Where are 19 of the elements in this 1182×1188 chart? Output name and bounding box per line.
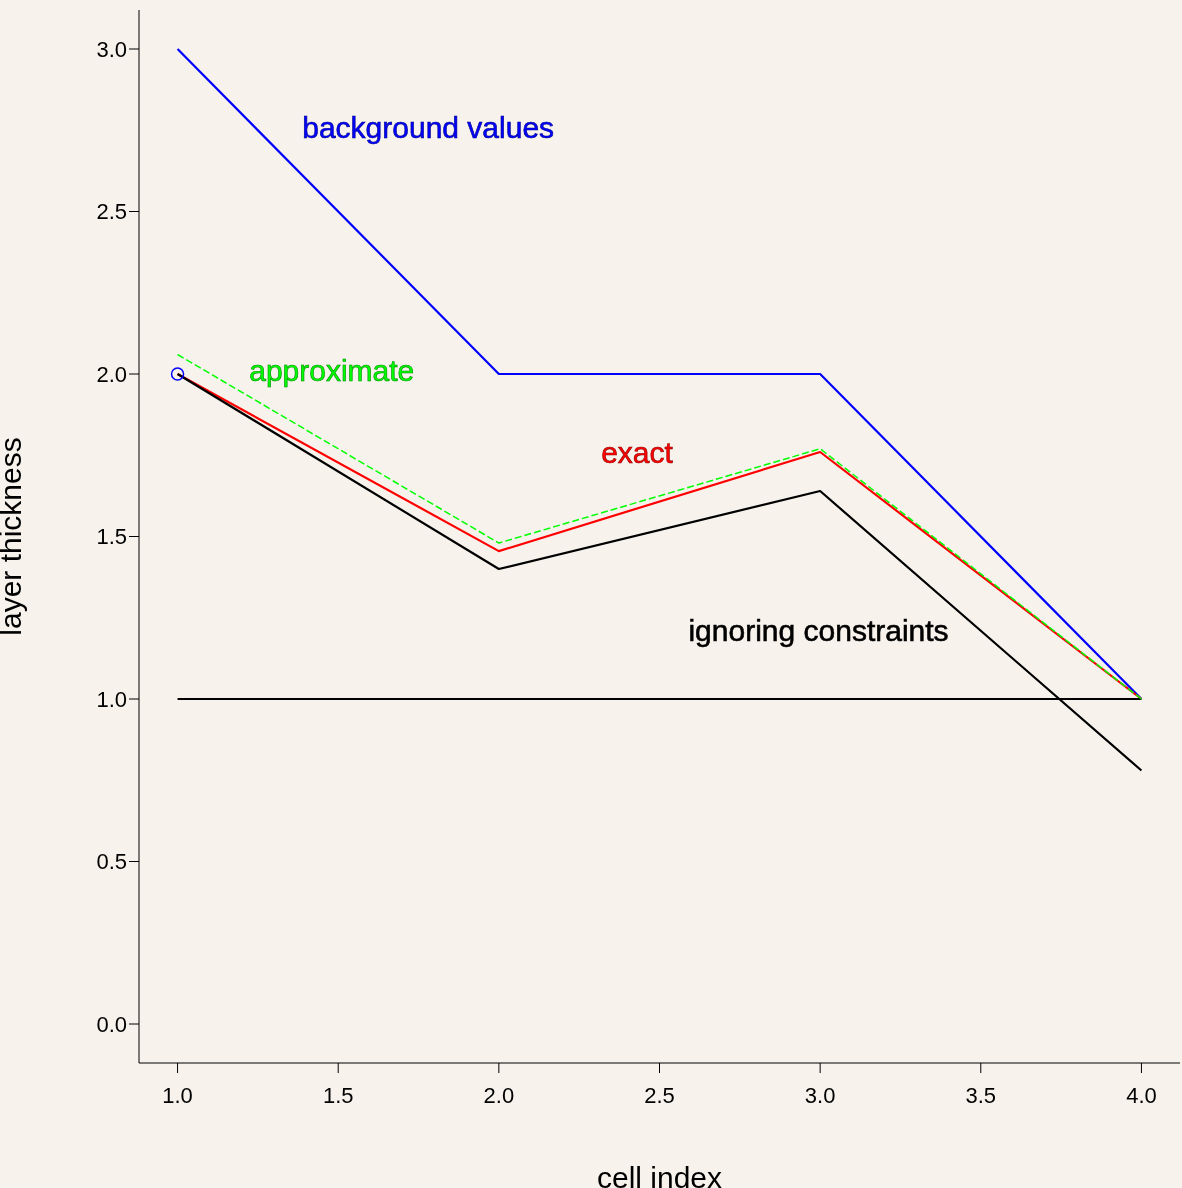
x-axis-title: cell index [596, 1161, 723, 1188]
series-label: ignoring constraints [688, 614, 949, 648]
y-tick-label: 2.5 [96, 199, 127, 225]
y-tick-label: 3.0 [96, 36, 127, 62]
x-tick-label: 4.0 [1126, 1082, 1157, 1108]
series-label: background values [302, 110, 555, 144]
y-tick-label: 1.5 [96, 524, 127, 550]
x-tick-label: 3.0 [804, 1082, 836, 1108]
series-label: approximate [249, 354, 415, 388]
x-tick-label: 1.5 [322, 1082, 354, 1108]
y-tick-label: 0.0 [96, 1011, 127, 1037]
x-tick-label: 2.5 [644, 1082, 675, 1108]
y-tick-label: 0.5 [96, 849, 127, 875]
y-tick-label: 1.0 [96, 686, 127, 712]
x-tick-label: 2.0 [483, 1082, 515, 1108]
series-label: exact [601, 435, 674, 469]
x-tick-label: 3.5 [965, 1082, 997, 1108]
y-tick-label: 2.0 [96, 361, 127, 387]
x-tick-label: 1.0 [162, 1082, 193, 1108]
